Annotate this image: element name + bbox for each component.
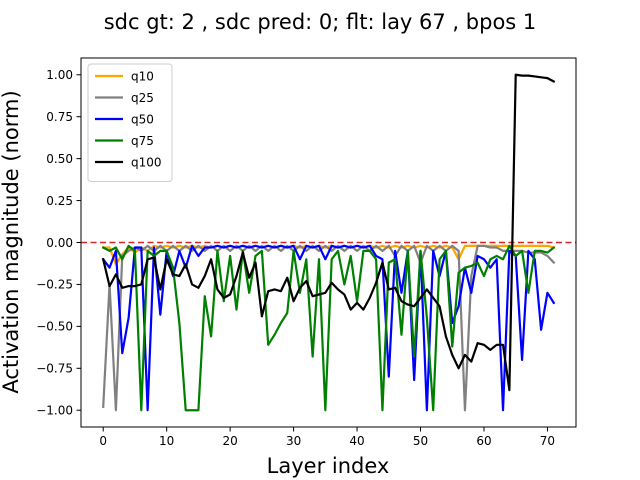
y-tick-label: 0.25 — [46, 194, 73, 208]
x-tick-label: 30 — [286, 434, 301, 448]
y-tick-label: 1.00 — [46, 68, 73, 82]
y-tick-label: −0.50 — [36, 320, 73, 334]
legend-label-q50: q50 — [131, 112, 154, 126]
series-line-q75 — [101, 244, 556, 412]
x-tick-label: 50 — [413, 434, 428, 448]
series-line-q50 — [101, 244, 556, 412]
y-axis-ticks: −1.00 −0.75 −0.50 −0.25 0.00 0.25 0.50 0.75 1.00 — [36, 68, 81, 418]
legend: q10 q25 q50 q75 q100 — [87, 63, 173, 182]
x-axis-label: Layer index — [267, 454, 390, 478]
series-line-q25 — [102, 244, 556, 412]
series-layer — [101, 73, 556, 412]
legend-label-q75: q75 — [131, 134, 154, 148]
legend-box — [87, 63, 173, 182]
x-tick-label: 20 — [222, 434, 237, 448]
legend-label-q10: q10 — [131, 69, 154, 83]
y-tick-label: 0.75 — [46, 110, 73, 124]
chart-title: sdc gt: 2 , sdc pred: 0; flt: lay 67 , b… — [104, 10, 537, 34]
x-axis-ticks: 0 10 20 30 40 50 60 70 — [99, 427, 555, 448]
y-tick-label: −0.75 — [36, 362, 73, 376]
x-tick-label: 40 — [349, 434, 364, 448]
x-tick-label: 10 — [159, 434, 174, 448]
series-line-q100 — [101, 73, 556, 392]
y-tick-label: −1.00 — [36, 404, 73, 418]
legend-label-q25: q25 — [131, 91, 154, 105]
y-axis-label: Activation magnitude (norm) — [0, 90, 23, 393]
x-tick-label: 0 — [99, 434, 107, 448]
y-tick-label: 0.00 — [46, 236, 73, 250]
legend-label-q100: q100 — [131, 155, 162, 169]
x-tick-label: 70 — [540, 434, 555, 448]
y-tick-label: −0.25 — [36, 278, 73, 292]
y-tick-label: 0.50 — [46, 152, 73, 166]
x-tick-label: 60 — [476, 434, 491, 448]
